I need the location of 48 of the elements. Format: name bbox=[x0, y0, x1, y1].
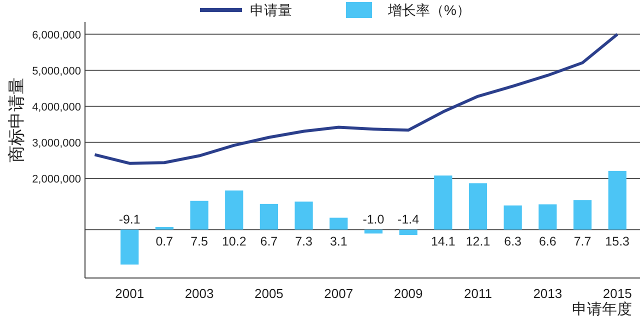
bar bbox=[538, 204, 557, 230]
x-tick-label: 2005 bbox=[254, 286, 284, 301]
bar bbox=[330, 218, 348, 230]
data-label: 12.1 bbox=[466, 234, 490, 249]
bar bbox=[294, 202, 313, 230]
data-label: 3.1 bbox=[330, 234, 348, 249]
x-tick-label: 2001 bbox=[115, 286, 144, 301]
x-tick-label: 2015 bbox=[602, 286, 632, 301]
bar bbox=[468, 183, 488, 230]
data-label: -9.1 bbox=[118, 212, 140, 227]
data-label: 7.5 bbox=[190, 234, 208, 249]
y-tick-label: 4,000,000 bbox=[32, 101, 81, 114]
line-series bbox=[93, 32, 619, 165]
x-axis-title: 申请年度 bbox=[572, 301, 632, 318]
data-label: 7.7 bbox=[574, 234, 592, 249]
y-tick-label: 5,000,000 bbox=[32, 65, 81, 78]
x-tick-label: 2007 bbox=[324, 286, 354, 301]
data-label: 6.7 bbox=[260, 234, 278, 249]
data-label: 10.2 bbox=[222, 234, 246, 249]
legend-label: 增长率（%） bbox=[387, 2, 470, 18]
bar bbox=[504, 205, 522, 230]
bar bbox=[260, 204, 278, 230]
bar bbox=[155, 226, 174, 230]
bar bbox=[225, 190, 244, 230]
bar bbox=[399, 230, 418, 236]
y-tick-label: 6,000,000 bbox=[32, 29, 81, 42]
x-tick-label: 2011 bbox=[464, 286, 492, 301]
bar bbox=[608, 170, 626, 230]
x-tick-label: 2013 bbox=[533, 286, 562, 301]
y-tick-label: 2,000,000 bbox=[32, 173, 81, 186]
data-label: 6.3 bbox=[504, 234, 522, 249]
data-label: 7.3 bbox=[295, 234, 313, 249]
data-label: 0.7 bbox=[156, 234, 174, 249]
x-tick-label: 2009 bbox=[394, 286, 423, 301]
legend-label: 申请量 bbox=[250, 2, 292, 18]
bar bbox=[364, 230, 383, 234]
bar bbox=[434, 176, 452, 230]
x-tick-label: 2003 bbox=[184, 286, 214, 301]
y-tick-label: 3,000,000 bbox=[32, 137, 81, 150]
bar bbox=[573, 200, 592, 230]
data-label: 6.6 bbox=[538, 234, 556, 249]
data-label: 15.3 bbox=[605, 234, 630, 249]
data-label: 14.1 bbox=[430, 234, 456, 249]
data-label: -1.0 bbox=[362, 212, 384, 227]
data-label: -1.4 bbox=[398, 212, 420, 227]
y-axis-title: 商标申请量 bbox=[7, 78, 26, 162]
bar bbox=[190, 200, 208, 230]
bar bbox=[120, 230, 139, 265]
